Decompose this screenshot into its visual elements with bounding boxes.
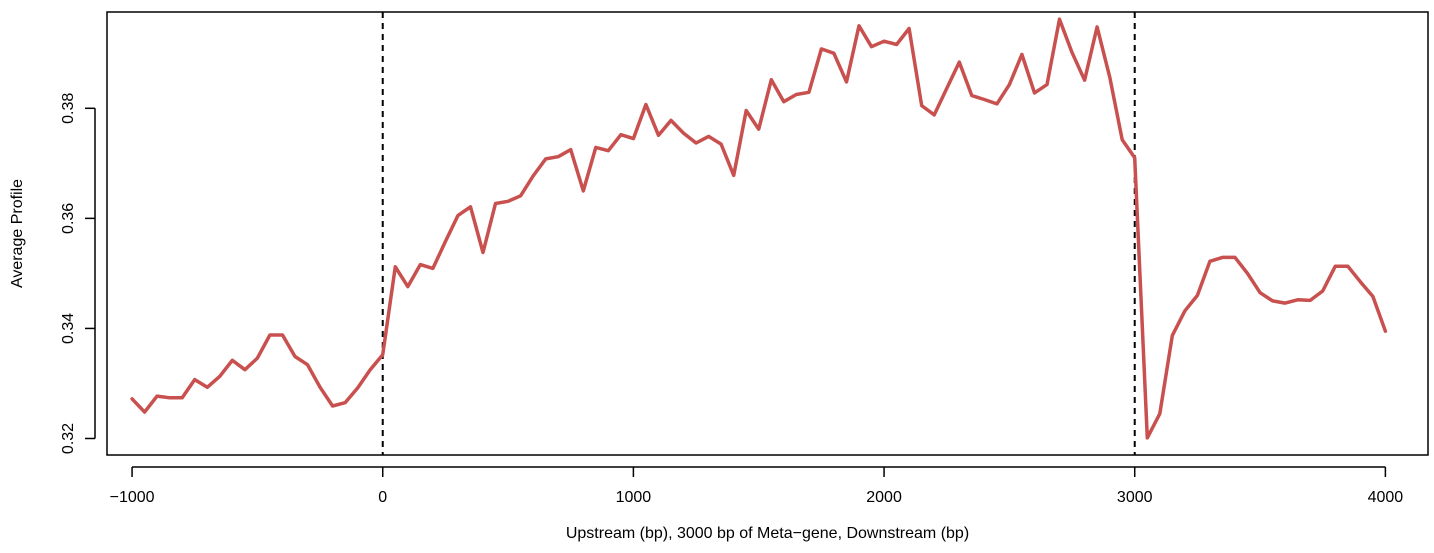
y-tick-label: 0.34	[60, 313, 77, 344]
series-line-0	[130, 17, 1388, 440]
x-tick-label: 2000	[866, 489, 902, 506]
y-axis-title: Average Profile	[9, 179, 26, 288]
x-axis-title: Upstream (bp), 3000 bp of Meta−gene, Dow…	[566, 525, 969, 542]
x-tick-label: 3000	[1117, 489, 1153, 506]
reference-lines	[381, 12, 1136, 455]
series-group	[130, 17, 1388, 440]
x-tick-label: 0	[378, 489, 387, 506]
plot-frame	[106, 11, 1429, 456]
y-tick-label: 0.38	[60, 93, 77, 124]
y-tick-label: 0.32	[60, 423, 77, 454]
x-tick-label: 4000	[1368, 489, 1404, 506]
x-axis: −1000 0 1000 2000 3000 4000	[110, 466, 1404, 506]
x-tick-label: −1000	[110, 489, 155, 506]
y-axis: 0.32 0.34 0.36 0.38	[60, 93, 96, 454]
x-tick-label: 1000	[616, 489, 652, 506]
y-tick-label: 0.36	[60, 203, 77, 234]
